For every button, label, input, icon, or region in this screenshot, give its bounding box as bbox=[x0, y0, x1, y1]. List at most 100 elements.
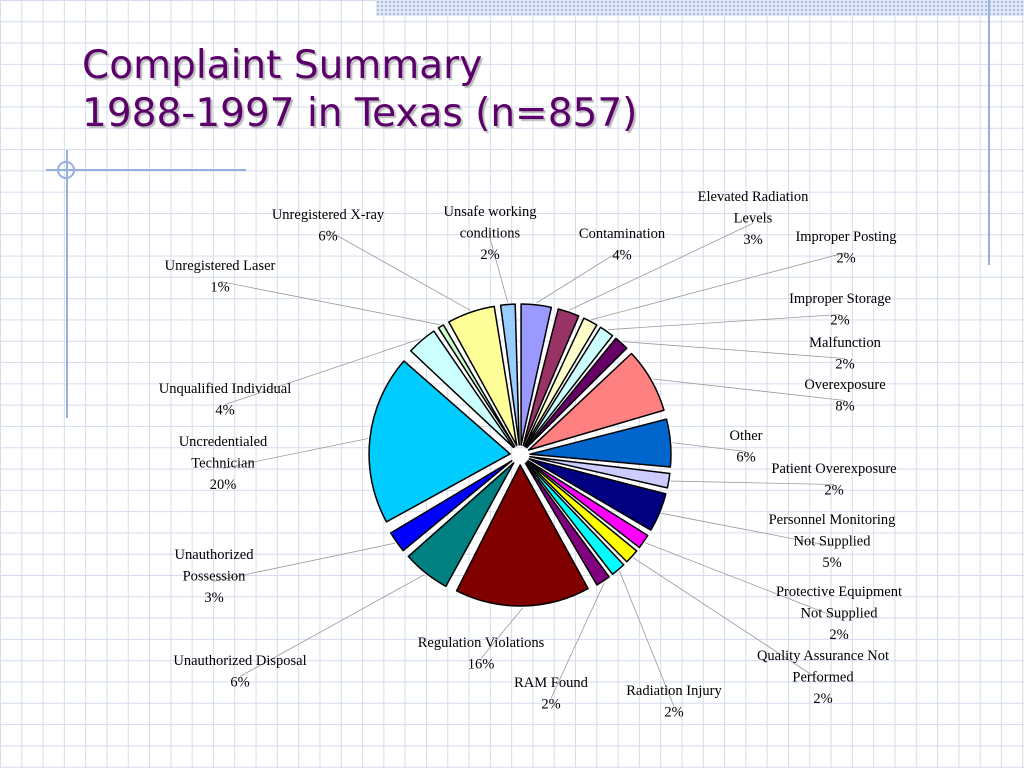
pie-slice-0 bbox=[520, 303, 553, 446]
pie-slice-17 bbox=[409, 330, 515, 449]
slice-label-line-19-0: Unregistered X-ray bbox=[272, 207, 385, 223]
slice-percent-19: 6% bbox=[318, 229, 337, 245]
slice-label-line-0-0: Contamination bbox=[579, 226, 666, 242]
slice-label-5: Overexposure 8% bbox=[804, 377, 885, 415]
pie-slice-6 bbox=[529, 418, 672, 468]
leader-line-20 bbox=[489, 238, 509, 303]
decorative-horizontal-line bbox=[46, 169, 246, 171]
pie-slice-18 bbox=[437, 324, 516, 448]
slice-label-7: Patient Overexposure 2% bbox=[771, 461, 896, 499]
slice-percent-20: 2% bbox=[480, 247, 499, 263]
pie-slice-11 bbox=[525, 461, 625, 576]
slice-label-line-10-0: Quality Assurance Not bbox=[757, 648, 889, 664]
leader-line-11 bbox=[619, 571, 675, 707]
slice-label-line-9-1: Not Supplied bbox=[801, 606, 879, 622]
slice-percent-17: 4% bbox=[215, 403, 234, 419]
pie-slice-19 bbox=[448, 305, 518, 447]
pie-slice-5 bbox=[527, 352, 665, 451]
slice-label-line-20-0: Unsafe working bbox=[443, 204, 536, 220]
leader-line-0 bbox=[536, 249, 623, 304]
pie-slice-9 bbox=[527, 459, 649, 549]
leader-line-14 bbox=[239, 574, 425, 677]
slice-label-3: Improper Storage 2% bbox=[789, 291, 891, 329]
slice-label-2: Improper Posting 2% bbox=[795, 229, 896, 267]
leader-line-17 bbox=[224, 338, 421, 405]
pie-slice-12 bbox=[524, 462, 610, 586]
slice-label-line-5-0: Overexposure bbox=[804, 377, 885, 393]
slice-percent-2: 2% bbox=[836, 251, 855, 267]
slice-percent-13: 16% bbox=[468, 657, 495, 673]
slice-label-12: RAM Found 2% bbox=[514, 675, 588, 713]
pie-slice-1 bbox=[522, 308, 580, 447]
pie-slice-15 bbox=[389, 460, 513, 552]
leader-line-9 bbox=[645, 542, 840, 619]
title-line-1: Complaint Summary bbox=[82, 43, 483, 88]
slice-label-line-20-1: conditions bbox=[460, 226, 521, 242]
leader-line-19 bbox=[327, 230, 471, 311]
slice-percent-12: 2% bbox=[541, 697, 560, 713]
slice-label-1: Elevated Radiation Levels 3% bbox=[698, 189, 809, 248]
slice-label-0: Contamination 4% bbox=[579, 226, 666, 264]
slice-label-9: Protective Equipment Not Supplied 2% bbox=[776, 584, 902, 643]
pie-slice-20 bbox=[499, 303, 520, 446]
slice-label-line-14-0: Unauthorized Disposal bbox=[173, 653, 306, 669]
slice-label-line-18-0: Unregistered Laser bbox=[165, 258, 276, 274]
leader-line-1 bbox=[569, 222, 754, 311]
slice-label-line-13-0: Regulation Violations bbox=[418, 635, 545, 651]
slice-label-20: Unsafe working conditions 2% bbox=[443, 204, 536, 263]
slice-label-6: Other 6% bbox=[729, 428, 762, 466]
slice-percent-14: 6% bbox=[230, 675, 249, 691]
slice-percent-11: 2% bbox=[664, 705, 683, 721]
slice-label-line-11-0: Radiation Injury bbox=[626, 683, 722, 699]
slice-percent-8: 5% bbox=[822, 555, 841, 571]
slice-label-15: Unauthorized Possession 3% bbox=[175, 547, 255, 606]
slice-label-18: Unregistered Laser 1% bbox=[165, 258, 276, 296]
pie-slice-10 bbox=[526, 460, 638, 563]
leader-line-10 bbox=[633, 557, 824, 683]
leader-line-3 bbox=[607, 314, 841, 331]
slice-label-10: Quality Assurance Not Performed 2% bbox=[757, 648, 889, 707]
slice-label-14: Unauthorized Disposal 6% bbox=[173, 653, 306, 691]
pie-slice-8 bbox=[528, 458, 667, 531]
slice-label-19: Unregistered X-ray 6% bbox=[272, 207, 385, 245]
slice-label-line-10-1: Performed bbox=[792, 670, 854, 686]
pie-slice-13 bbox=[455, 464, 589, 607]
decorative-vertical-line-right bbox=[988, 0, 990, 265]
slice-label-16: Uncredentialed Technician 20% bbox=[179, 434, 268, 493]
slice-label-8: Personnel Monitoring Not Supplied 5% bbox=[769, 512, 896, 571]
slice-label-line-12-0: RAM Found bbox=[514, 675, 588, 691]
slice-label-line-15-0: Unauthorized bbox=[175, 547, 255, 563]
slice-label-line-16-1: Technician bbox=[191, 456, 255, 472]
slice-label-line-4-0: Malfunction bbox=[809, 335, 881, 351]
slice-label-line-16-0: Uncredentialed bbox=[179, 434, 268, 450]
slice-label-line-1-1: Levels bbox=[734, 211, 773, 227]
slice-label-line-8-0: Personnel Monitoring bbox=[769, 512, 896, 528]
pie-slice-3 bbox=[524, 326, 614, 448]
pie-slice-16 bbox=[368, 360, 511, 523]
slice-label-17: Unqualified Individual 4% bbox=[159, 381, 291, 419]
slide-title: Complaint Summary 1988-1997 in Texas (n=… bbox=[82, 42, 637, 137]
leader-line-16 bbox=[222, 438, 368, 469]
slice-percent-16: 20% bbox=[210, 477, 237, 493]
decorative-vertical-line-left bbox=[66, 150, 68, 418]
pie-slice-2 bbox=[523, 317, 598, 447]
leader-line-13 bbox=[480, 607, 523, 659]
slice-percent-4: 2% bbox=[835, 357, 854, 373]
slice-label-line-7-0: Patient Overexposure bbox=[771, 461, 896, 477]
slice-percent-1: 3% bbox=[743, 232, 762, 248]
leader-line-8 bbox=[661, 512, 833, 547]
leader-line-15 bbox=[213, 542, 396, 582]
slice-percent-10: 2% bbox=[813, 691, 832, 707]
slice-label-4: Malfunction 2% bbox=[809, 335, 881, 373]
leader-line-2 bbox=[591, 252, 847, 321]
slice-label-line-17-0: Unqualified Individual bbox=[159, 381, 291, 397]
pie-slice-7 bbox=[529, 455, 671, 489]
leader-line-12 bbox=[550, 582, 605, 699]
slice-percent-18: 1% bbox=[210, 280, 229, 296]
slice-percent-0: 4% bbox=[612, 248, 631, 264]
pie-slice-4 bbox=[525, 337, 628, 449]
slice-label-line-15-1: Possession bbox=[183, 569, 247, 585]
slice-label-13: Regulation Violations 16% bbox=[418, 635, 545, 673]
slice-percent-7: 2% bbox=[824, 483, 843, 499]
